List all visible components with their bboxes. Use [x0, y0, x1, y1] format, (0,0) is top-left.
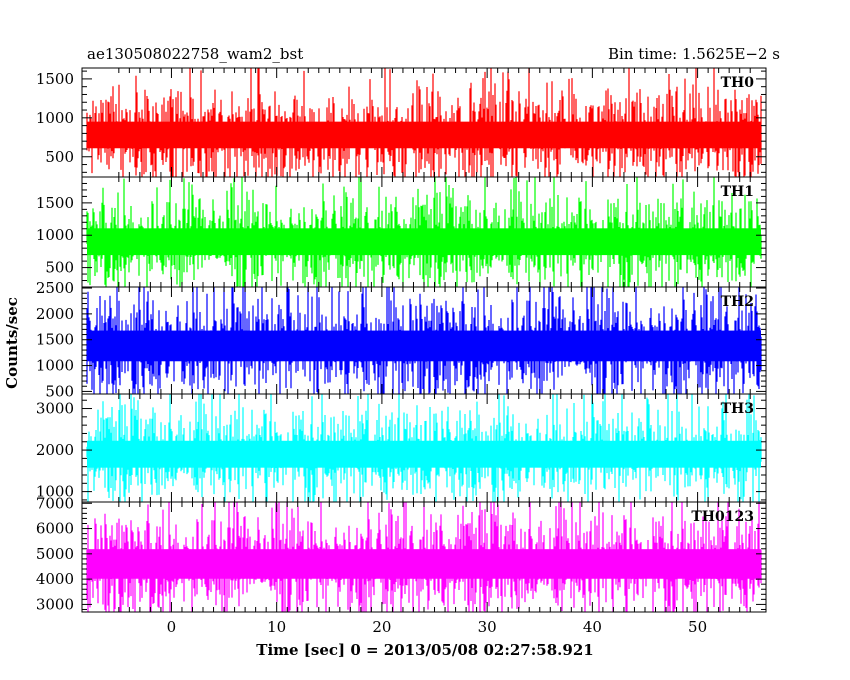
- chart-title-right: Bin time: 1.5625E−2 s: [608, 45, 780, 63]
- y-tick-label: 1000: [36, 226, 74, 244]
- y-tick-label: 7000: [36, 494, 74, 512]
- y-tick-label: 1500: [36, 70, 74, 88]
- y-tick-label: 5000: [36, 545, 74, 563]
- series-core-th2: [87, 330, 761, 362]
- x-tick-label: 0: [167, 618, 177, 636]
- series-core-th3: [87, 440, 761, 468]
- x-axis-label: Time [sec] 0 = 2013/05/08 02:27:58.921: [256, 641, 593, 659]
- x-tick-label: 50: [688, 618, 707, 636]
- chart-title-left: ae130508022758_wam2_bst: [87, 45, 303, 63]
- y-tick-label: 1500: [36, 331, 74, 349]
- y-tick-label: 4000: [36, 570, 74, 588]
- x-tick-label: 40: [583, 618, 602, 636]
- panel-label-th2: TH2: [721, 294, 754, 310]
- series-core-th1: [87, 228, 761, 256]
- y-axis-label: Counts/sec: [3, 297, 21, 389]
- y-tick-label: 500: [45, 148, 74, 166]
- y-tick-label: 2000: [36, 441, 74, 459]
- x-tick-label: 10: [267, 618, 286, 636]
- x-tick-label: 20: [372, 618, 391, 636]
- y-tick-label: 3000: [36, 400, 74, 418]
- panel-label-th0123: TH0123: [691, 509, 754, 525]
- y-tick-label: 500: [45, 382, 74, 400]
- y-tick-label: 1000: [36, 357, 74, 375]
- panel-th1: 500 1000 1500 TH1: [36, 176, 767, 288]
- y-tick-label: 2500: [36, 279, 74, 297]
- y-tick-label: 2000: [36, 305, 74, 323]
- x-tick-label: 30: [478, 618, 497, 636]
- panel-label-th1: TH1: [721, 184, 754, 200]
- panel-th0123: 3000 4000 5000 6000 7000 TH0123: [36, 494, 767, 613]
- panel-label-th0: TH0: [721, 75, 755, 91]
- y-tick-label: 3000: [36, 595, 74, 613]
- y-tick-label: 500: [45, 259, 74, 277]
- panel-th3: 1000 2000 3000 TH3: [36, 393, 767, 503]
- panel-label-th3: TH3: [721, 401, 754, 417]
- panel-th2: 500 1000 1500 2000 2500 TH2: [36, 279, 767, 400]
- y-tick-label: 6000: [36, 520, 74, 538]
- y-tick-label: 1000: [36, 483, 74, 501]
- y-tick-label: 1500: [36, 194, 74, 212]
- series-core-th0: [87, 121, 761, 149]
- series-core-th0123: [87, 549, 761, 579]
- y-tick-label: 1000: [36, 109, 74, 127]
